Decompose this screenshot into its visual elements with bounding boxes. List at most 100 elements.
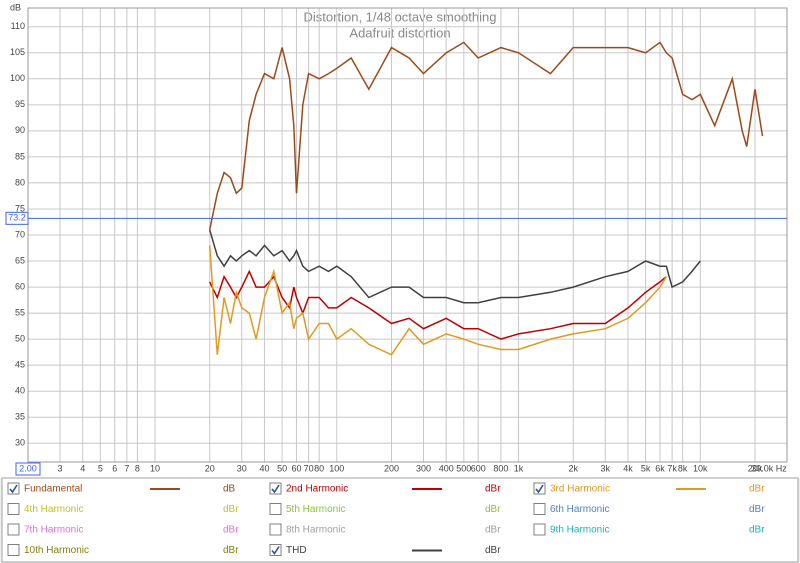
y-tick-label: 80 <box>15 177 25 187</box>
x-tick-label: 60 <box>291 463 301 473</box>
chart-subtitle: Adafruit distortion <box>349 25 450 40</box>
legend-unit: dBr <box>223 504 239 515</box>
x-tick-label: 20 <box>205 463 215 473</box>
x-tick-label: 80 <box>314 463 324 473</box>
x-tick-label: 600 <box>471 463 486 473</box>
legend-unit: dBr <box>485 525 501 536</box>
series-line <box>209 269 667 340</box>
legend-panel <box>1 477 799 563</box>
x-tick-label: 20k <box>748 463 763 473</box>
check-mark <box>9 484 18 494</box>
plot-background <box>0 0 800 478</box>
x-tick-label: 50 <box>277 463 287 473</box>
y-tick-label: 50 <box>15 334 25 344</box>
x-tick-label: 7 <box>124 463 129 473</box>
x-tick-label: 5 <box>98 463 103 473</box>
legend-name: 3rd Harmonic <box>550 484 610 495</box>
x-tick-label: 70 <box>304 463 314 473</box>
x-tick-label: 8k <box>678 463 688 473</box>
checkbox[interactable] <box>7 482 20 495</box>
cursor-y-label: 73.2 <box>8 213 26 223</box>
y-tick-label: 45 <box>15 360 25 370</box>
legend-unit: dBr <box>223 525 239 536</box>
plot-frame <box>27 7 788 463</box>
x-tick-label: 1k <box>514 463 524 473</box>
x-tick-label: 5k <box>641 463 651 473</box>
cursor-x-label: 2.00 <box>19 463 37 473</box>
legend-name: THD <box>286 545 307 556</box>
legend-name: 10th Harmonic <box>24 545 89 556</box>
series-line <box>208 245 667 356</box>
cursor-x-box <box>15 462 41 476</box>
x-tick-label: 100 <box>329 463 344 473</box>
legend-unit: dBr <box>749 484 765 495</box>
x-tick-label: 8 <box>135 463 140 473</box>
y-tick-label: 60 <box>15 281 25 291</box>
x-tick-label: 4k <box>623 463 633 473</box>
x-tick-label: 6 <box>112 463 117 473</box>
legend-name: 9th Harmonic <box>550 525 609 536</box>
checkbox[interactable] <box>7 523 20 536</box>
y-tick-label: 85 <box>15 151 25 161</box>
check-mark <box>271 484 280 494</box>
checkbox[interactable] <box>269 503 282 515</box>
checkbox[interactable] <box>7 544 20 556</box>
x-tick-label: 200 <box>384 463 399 473</box>
checkbox[interactable] <box>7 503 20 515</box>
x-tick-label: 400 <box>439 463 454 473</box>
x-tick-label: 10 <box>150 463 160 473</box>
checkbox[interactable] <box>533 523 546 536</box>
y-tick-label: 65 <box>15 255 25 265</box>
legend-unit: dBr <box>485 504 501 515</box>
x-tick-label: 7k <box>667 463 677 473</box>
checkbox[interactable] <box>269 523 282 536</box>
chart-title: Distortion, 1/48 octave smoothing <box>304 9 497 24</box>
x-tick-label: 3k <box>600 463 610 473</box>
x-tick-label: 800 <box>493 463 508 473</box>
check-mark <box>271 546 280 555</box>
y-tick-label: 35 <box>15 412 25 422</box>
check-mark <box>535 484 544 494</box>
y-tick-label: 110 <box>11 21 25 31</box>
checkbox[interactable] <box>533 503 546 515</box>
legend-name: Fundamental <box>24 484 82 495</box>
checkbox[interactable] <box>533 482 546 495</box>
y-tick-label: 105 <box>10 47 25 57</box>
legend-unit: dBr <box>485 545 501 556</box>
y-tick-label: 70 <box>15 229 25 239</box>
x-tick-label: 300 <box>416 463 431 473</box>
legend-unit: dBr <box>749 525 765 536</box>
y-tick-label: 100 <box>10 73 25 83</box>
series-line <box>208 229 701 304</box>
x-tick-label: 500 <box>456 463 471 473</box>
x-tick-label: 4 <box>80 463 85 473</box>
x-tick-label: 10k <box>693 463 708 473</box>
y-tick-label: 75 <box>15 203 25 213</box>
y-axis-label: dB <box>10 2 21 12</box>
legend-name: 4th Harmonic <box>24 504 83 515</box>
cursor-y-box <box>5 211 29 225</box>
y-tick-label: 55 <box>15 307 25 317</box>
series-line <box>208 41 764 230</box>
legend-name: 8th Harmonic <box>286 525 345 536</box>
x-tick-label: 30.0k Hz <box>751 463 787 473</box>
legend-name: 7th Harmonic <box>24 525 83 536</box>
y-tick-label: 40 <box>15 386 25 396</box>
x-tick-label: 30 <box>237 463 247 473</box>
checkbox[interactable] <box>269 544 282 556</box>
checkbox[interactable] <box>269 482 282 495</box>
x-tick-label: 40 <box>259 463 269 473</box>
legend-unit: dB <box>223 484 236 495</box>
legend-name: 5th Harmonic <box>286 504 345 515</box>
legend-unit: dBr <box>485 484 501 495</box>
legend-name: 2nd Harmonic <box>286 484 348 495</box>
legend-unit: dBr <box>749 504 765 515</box>
legend-unit: dBr <box>223 545 239 556</box>
y-tick-label: 90 <box>15 125 25 135</box>
x-tick-label: 2k <box>568 463 578 473</box>
y-tick-label: 30 <box>15 438 25 448</box>
x-tick-label: 6k <box>655 463 665 473</box>
x-tick-label: 3 <box>57 463 62 473</box>
y-tick-label: 95 <box>15 99 25 109</box>
